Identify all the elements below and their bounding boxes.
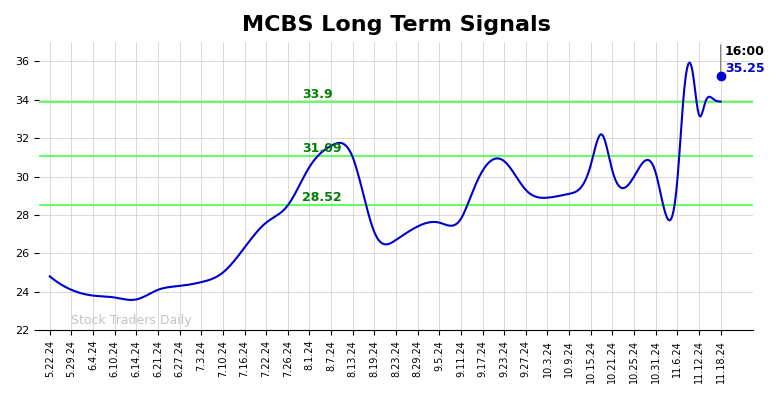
Text: 28.52: 28.52: [302, 191, 342, 205]
Text: 33.9: 33.9: [302, 88, 332, 101]
Text: Stock Traders Daily: Stock Traders Daily: [71, 314, 192, 328]
Text: 16:00: 16:00: [725, 45, 765, 58]
Text: 31.09: 31.09: [302, 142, 342, 155]
Text: 35.25: 35.25: [725, 62, 764, 76]
Title: MCBS Long Term Signals: MCBS Long Term Signals: [241, 15, 550, 35]
